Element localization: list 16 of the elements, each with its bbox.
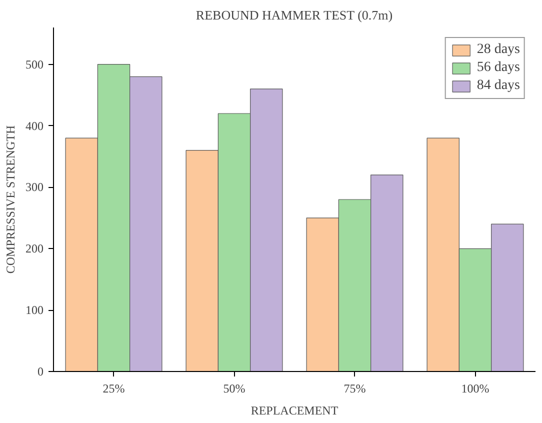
legend-label: 28 days bbox=[476, 42, 520, 58]
y-axis-title: COMPRESSIVE STRENGTH bbox=[4, 124, 18, 274]
x-axis-title: REPLACEMENT bbox=[250, 404, 339, 418]
legend-label: 56 days bbox=[476, 60, 520, 76]
x-tick-label: 75% bbox=[344, 382, 366, 396]
chart-title: REBOUND HAMMER TEST (0.7m) bbox=[196, 8, 393, 22]
x-tick-label: 25% bbox=[102, 382, 125, 396]
y-tick-label: 400 bbox=[26, 118, 44, 133]
x-tick-label: 100% bbox=[461, 382, 490, 396]
y-tick-label: 0 bbox=[38, 364, 44, 378]
y-tick-label: 300 bbox=[26, 180, 44, 194]
x-tick-label: 50% bbox=[223, 382, 246, 396]
y-tick-label: 500 bbox=[26, 57, 44, 72]
legend-label: 84 days bbox=[476, 78, 520, 94]
y-tick-label: 200 bbox=[26, 242, 44, 256]
y-tick-label: 100 bbox=[26, 303, 44, 318]
